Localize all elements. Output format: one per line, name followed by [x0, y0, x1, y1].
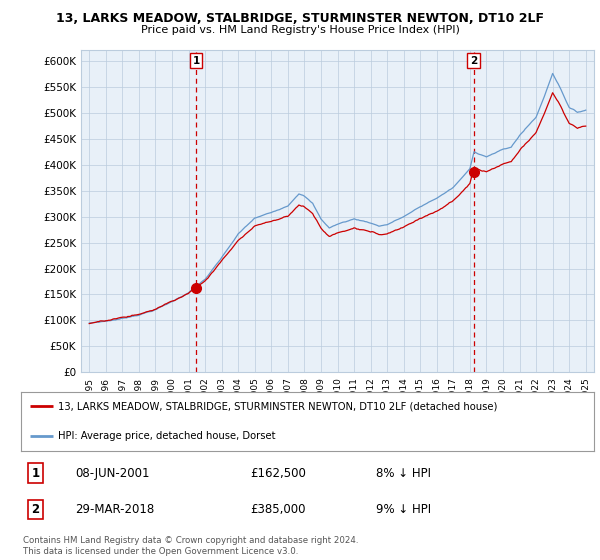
Text: 2: 2 [470, 55, 477, 66]
Text: 13, LARKS MEADOW, STALBRIDGE, STURMINSTER NEWTON, DT10 2LF: 13, LARKS MEADOW, STALBRIDGE, STURMINSTE… [56, 12, 544, 25]
Text: Price paid vs. HM Land Registry's House Price Index (HPI): Price paid vs. HM Land Registry's House … [140, 25, 460, 35]
Text: £162,500: £162,500 [250, 466, 306, 479]
Text: Contains HM Land Registry data © Crown copyright and database right 2024.
This d: Contains HM Land Registry data © Crown c… [23, 536, 358, 556]
Text: 08-JUN-2001: 08-JUN-2001 [76, 466, 150, 479]
Text: 13, LARKS MEADOW, STALBRIDGE, STURMINSTER NEWTON, DT10 2LF (detached house): 13, LARKS MEADOW, STALBRIDGE, STURMINSTE… [58, 401, 497, 411]
Text: 9% ↓ HPI: 9% ↓ HPI [376, 503, 431, 516]
Text: 1: 1 [193, 55, 200, 66]
Text: 2: 2 [31, 503, 40, 516]
Text: 29-MAR-2018: 29-MAR-2018 [76, 503, 155, 516]
Text: HPI: Average price, detached house, Dorset: HPI: Average price, detached house, Dors… [58, 431, 276, 441]
Text: £385,000: £385,000 [250, 503, 306, 516]
Text: 1: 1 [31, 466, 40, 479]
Text: 8% ↓ HPI: 8% ↓ HPI [376, 466, 431, 479]
